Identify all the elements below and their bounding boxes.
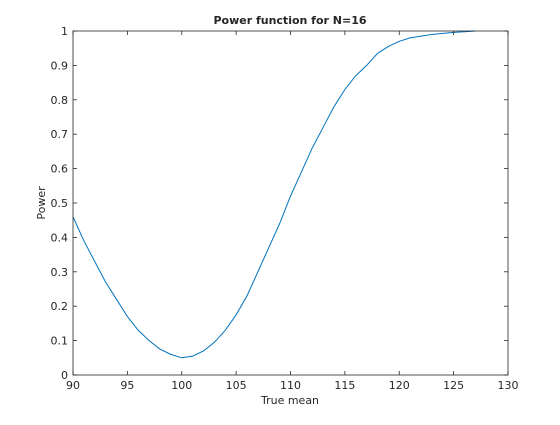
x-tick-label: 105 <box>226 379 247 392</box>
y-tick-label: 0 <box>61 369 68 382</box>
y-tick-label: 0.5 <box>51 197 69 210</box>
y-tick-label: 0.3 <box>51 266 69 279</box>
plot-area <box>73 31 508 375</box>
x-tick-label: 125 <box>443 379 464 392</box>
y-tick-label: 1 <box>61 25 68 38</box>
x-tick-label: 100 <box>171 379 192 392</box>
x-tick-label: 130 <box>498 379 519 392</box>
y-axis-label: Power <box>35 186 48 220</box>
y-tick-label: 0.7 <box>51 128 69 141</box>
x-tick-label: 90 <box>66 379 80 392</box>
x-axis-label: True mean <box>260 394 319 407</box>
ticks-layer: 90 95 100 105 110 115 120 125 130 0 0.1 0.2 0.3 0.4 0.… <box>51 25 519 392</box>
y-tick-label: 0.9 <box>51 59 69 72</box>
x-tick-label: 115 <box>334 379 355 392</box>
y-tick-label: 0.4 <box>51 231 69 244</box>
x-tick-label: 120 <box>389 379 410 392</box>
y-tick-label: 0.8 <box>51 94 69 107</box>
chart-title: Power function for N=16 <box>213 14 366 27</box>
y-tick-label: 0.1 <box>51 335 69 348</box>
series-layer <box>72 30 476 359</box>
y-tick-label: 0.6 <box>51 163 69 176</box>
power-curve-line <box>72 30 476 359</box>
x-tick-label: 95 <box>120 379 134 392</box>
y-tick-label: 0.2 <box>51 300 69 313</box>
x-tick-label: 110 <box>280 379 301 392</box>
